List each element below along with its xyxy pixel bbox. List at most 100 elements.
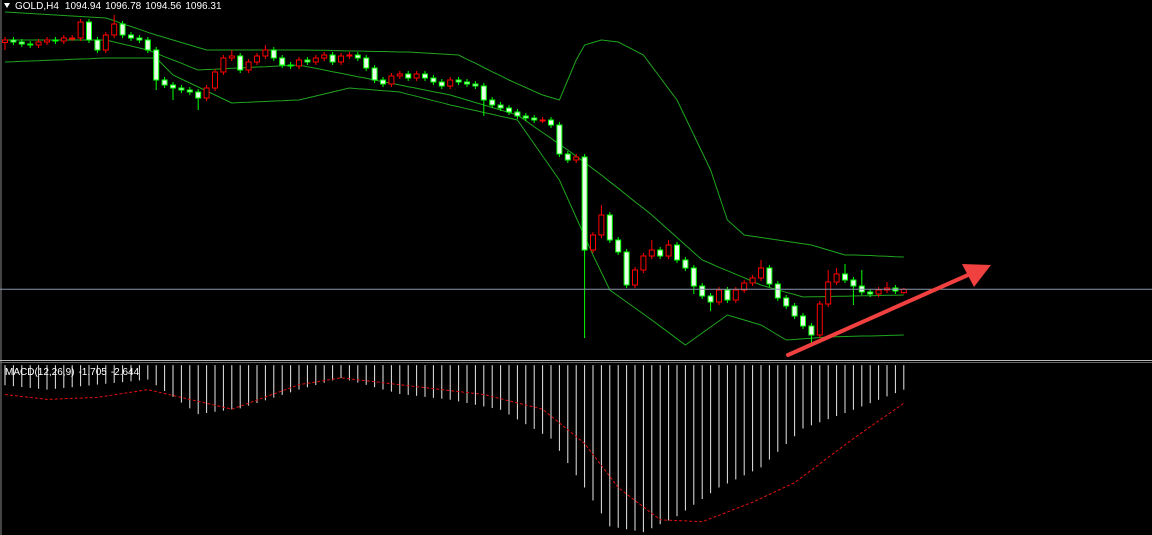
candle-body [338,55,344,63]
annotation-arrow [786,264,991,357]
candle-body [312,57,319,63]
candle-body [808,325,815,336]
candle-body [128,34,134,39]
candle-body [60,37,67,42]
candle-body [413,73,420,79]
candle-body [329,54,336,63]
candle-body [674,244,680,261]
candle-body [2,39,8,43]
candle-body [296,59,302,67]
candle-body [86,21,92,41]
menu-icon[interactable] [4,3,10,8]
candle-body [371,67,378,81]
candle-body [875,289,882,295]
candle-body [203,87,210,99]
candle-body [480,85,487,101]
low-value: 1094.56 [145,1,182,12]
candle-body [380,79,386,85]
candle-body [867,291,874,295]
candle-body [665,244,672,257]
candle-body [102,34,109,51]
macd-title: MACD(12,26,9) [5,367,74,378]
candle-body [178,87,185,91]
candle-body [573,156,580,161]
candle-body [18,41,25,45]
candle-body [396,73,403,77]
candle-body [682,259,689,269]
signal-value: -2.644 [111,367,140,378]
candle-body [77,21,84,39]
candle-body [690,267,697,287]
candle-body [548,119,554,126]
candle-body [279,57,286,66]
candle-body [237,55,244,71]
candle-body [321,54,328,59]
macd-value: -1.705 [78,367,107,378]
candle-body [170,84,176,89]
candle-body [657,249,664,257]
candle-body [119,23,126,36]
candle-body [598,214,605,236]
candle-body [531,117,538,121]
candle-body [606,214,613,241]
candle-body [455,79,462,83]
candle-body [136,37,143,41]
candle-body [195,91,202,99]
candle-body [758,267,764,279]
candle-body [270,49,277,59]
candle-body [506,107,512,113]
candle-body [447,79,454,87]
candle-body [716,289,722,303]
candle-body [161,79,168,86]
candle-body [52,39,59,42]
candle-body [539,119,546,122]
candle-body [346,54,353,57]
candle-body [816,303,823,336]
candle-body [44,39,50,43]
candle-body [615,239,622,253]
candle-body [842,273,848,281]
candle-body [363,57,370,69]
candle-body [699,285,706,297]
candle-body [732,289,739,301]
candle-body [900,288,907,294]
candle-body [245,61,252,71]
high-value: 1096.78 [105,1,142,12]
candle-body [10,39,17,43]
bollinger-band [4,11,904,258]
candle-body [111,23,118,36]
candle-body [800,315,806,327]
candle-body [774,283,781,299]
symbol-title: GOLD,H4 [15,1,59,12]
candle-body [144,39,151,51]
candle-body [388,75,395,85]
candle-body [741,282,748,291]
candle-body [581,156,588,251]
candle-body [438,81,445,87]
candle-body [228,55,235,59]
candle-body [522,115,529,119]
candle-body [514,111,521,117]
candle-body [464,81,470,85]
candle-body [287,64,294,67]
arrow-head [962,264,991,287]
macd-header: MACD(12,26,9) -1.705 -2.644 [5,367,140,378]
candle-body [69,37,76,40]
price-pane [0,11,1152,346]
candle-body [489,99,496,106]
candle-body [825,281,832,305]
candle-body [430,77,437,83]
open-value: 1094.94 [65,1,102,12]
candle-body [850,279,857,287]
candle-body [648,249,655,257]
candle-body [833,273,840,283]
candle-body [497,104,504,109]
candle-body [254,55,260,63]
candle-body [640,255,647,271]
candle-body [304,59,311,63]
candle-body [405,73,412,79]
candle-body [422,73,428,79]
candle-body [153,49,160,81]
